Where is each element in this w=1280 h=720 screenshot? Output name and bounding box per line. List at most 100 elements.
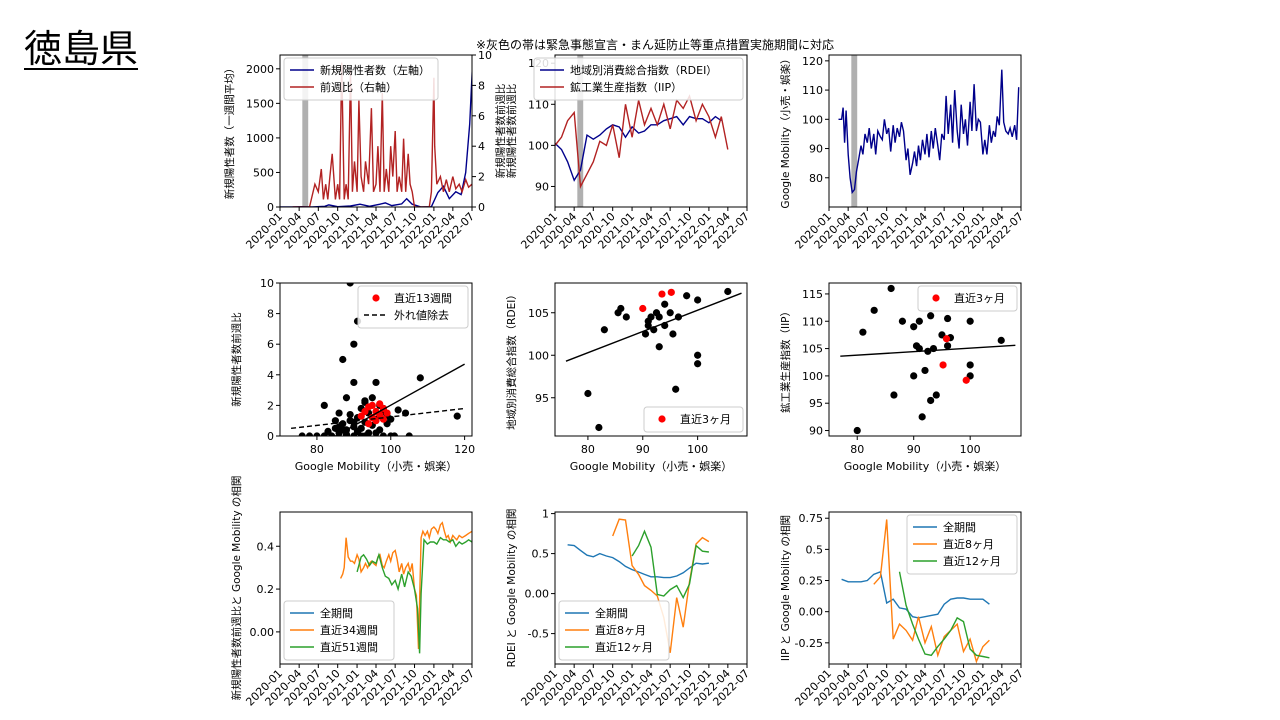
legend-label: 新規陽性者数（左軸）: [320, 63, 430, 77]
y-tick-label: 2: [267, 399, 274, 412]
point: [379, 415, 387, 423]
series-line-0: [567, 544, 709, 579]
y-tick-label: 8: [267, 308, 274, 321]
point: [372, 378, 380, 387]
point: [910, 372, 918, 380]
y-tick-label: 1500: [246, 97, 274, 110]
point: [368, 394, 376, 402]
axes-frame: [279, 282, 473, 437]
point: [328, 432, 336, 436]
point: [639, 304, 647, 313]
y-tick-label: 4: [267, 369, 274, 382]
point: [617, 304, 625, 313]
chart-p2: 901001101202020-012020-042020-072020-102…: [505, 54, 752, 252]
plot-area: [838, 55, 1020, 207]
point: [666, 309, 674, 317]
x-tick-label: 90: [907, 443, 921, 456]
y-tick-label: 90: [535, 180, 549, 193]
legend-box: [643, 406, 744, 433]
legend-label: 地域別消費総合指数（RDEI）: [570, 63, 717, 77]
series-line-1: [292, 62, 472, 207]
legend-box: [283, 57, 439, 101]
point: [724, 287, 732, 296]
point: [997, 336, 1005, 344]
plot-area: [290, 283, 465, 436]
point: [939, 361, 947, 369]
y-right-tick-label: 0: [478, 201, 485, 214]
legend-label: 鉱工業生産指数（IIP）: [570, 80, 682, 94]
point: [584, 389, 592, 398]
y-tick-label: 0.75: [799, 512, 824, 525]
point: [361, 397, 369, 405]
point: [694, 296, 702, 304]
series-line-1: [555, 94, 729, 189]
chart-p5: 95 100 105 80 90 100 地域別消費総合指数（RDEI） Google Mob…: [505, 282, 748, 473]
legend-label: 前週比（右軸）: [320, 80, 397, 94]
legend: 直近3ヶ月: [917, 285, 1018, 312]
axes-frame: [828, 54, 1022, 208]
x-tick-label: 90: [636, 443, 650, 456]
series-line-1: [873, 519, 990, 664]
y-tick-label: 110: [802, 315, 823, 328]
y-tick-label: 105: [802, 343, 823, 356]
axes-frame: [828, 282, 1022, 437]
point: [383, 409, 391, 417]
point: [672, 385, 680, 393]
y-tick-label: 500: [253, 166, 274, 179]
legend-label: 全期間: [320, 606, 353, 620]
plot-area: [280, 55, 472, 207]
point: [694, 351, 702, 359]
point: [379, 432, 387, 436]
point: [368, 401, 376, 409]
y-tick-label: 100: [528, 139, 549, 152]
y-axis-label: Google Mobility（小売・娯楽）: [779, 53, 792, 208]
point: [921, 366, 929, 375]
point: [694, 360, 702, 368]
legend-label: 直近34週間: [320, 623, 378, 637]
y-right-tick-label: 8: [478, 79, 485, 92]
legend-box: [906, 514, 1018, 575]
chart-p1: 050010001500200002468102020-012020-04202…: [223, 49, 507, 252]
legend-box: [283, 600, 395, 661]
legend-marker: [932, 294, 940, 302]
y-right-tick-label: 10: [478, 49, 492, 62]
x-tick-label: 80: [850, 443, 864, 456]
plot-area: [841, 519, 990, 664]
point: [647, 313, 655, 321]
plot-area: [840, 284, 1016, 435]
y-axis-label: 鉱工業生産指数（IIP）: [779, 306, 792, 413]
series-line-0: [838, 69, 1020, 195]
y-right-tick-label: 6: [478, 110, 485, 123]
point: [658, 290, 666, 298]
plot-area: [339, 521, 472, 654]
y-tick-label: 100: [802, 113, 823, 126]
x-tick-label: 120: [454, 443, 475, 456]
point: [346, 410, 354, 419]
series-line-0: [841, 570, 990, 619]
series-line-1: [339, 521, 472, 650]
point: [394, 406, 402, 414]
point: [943, 342, 952, 350]
y-right-tick-label: 2: [478, 171, 485, 184]
axes-frame: [554, 282, 748, 437]
legend-label: 直近8ヶ月: [943, 537, 994, 551]
point: [405, 432, 413, 436]
point: [890, 391, 898, 399]
fit-line-1: [290, 407, 465, 430]
series-line-2: [631, 529, 709, 600]
point: [390, 432, 399, 436]
y-tick-label: 0.00: [250, 626, 275, 639]
point: [915, 317, 923, 325]
series-line-0: [555, 115, 722, 182]
legend-marker: [372, 294, 380, 302]
y-tick-label: 6: [267, 338, 274, 351]
y-tick-label: 110: [528, 98, 549, 111]
y-tick-label: 0: [267, 201, 274, 214]
x-tick-label: 80: [581, 443, 595, 456]
y-axis-label: 地域別消費総合指数（RDEI）: [505, 289, 518, 430]
point: [339, 355, 347, 364]
legend-label: 直近51週間: [320, 640, 378, 654]
y-tick-label: 0.5: [806, 543, 824, 556]
